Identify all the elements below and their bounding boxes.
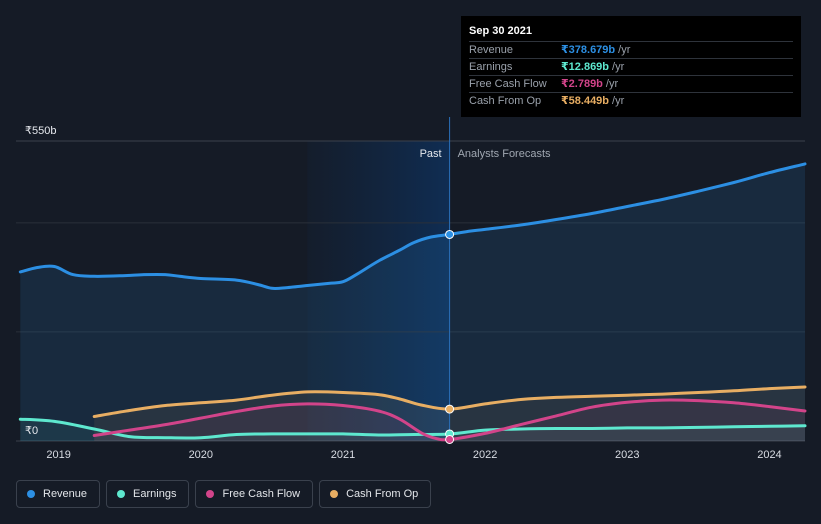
tooltip-row-label: Free Cash Flow xyxy=(469,78,547,90)
legend-item-revenue[interactable]: Revenue xyxy=(16,480,101,508)
x-tick-label: 2020 xyxy=(189,449,213,461)
tooltip-row-revenue: Revenue ₹378.679b/yr xyxy=(469,41,793,58)
legend-dot-icon xyxy=(27,490,35,498)
tooltip-row-value: ₹58.449b xyxy=(561,95,610,107)
past-label: Past xyxy=(420,148,442,160)
tooltip-row-free-cash-flow: Free Cash Flow ₹2.789b/yr xyxy=(469,75,793,92)
tooltip: Sep 30 2021 Revenue ₹378.679b/yr Earnings ₹… xyxy=(461,16,801,117)
legend-label: Free Cash Flow xyxy=(222,488,301,500)
tooltip-row-label: Cash From Op xyxy=(469,95,542,107)
cash-from-op-line xyxy=(92,385,807,418)
revenue-area xyxy=(20,163,806,441)
x-tick-label: 2021 xyxy=(331,449,355,461)
tooltip-row-unit: /yr xyxy=(612,61,625,73)
x-tick-label: 2022 xyxy=(473,449,497,461)
earnings-area xyxy=(20,419,806,441)
y-tick-label: ₹550b xyxy=(25,125,56,137)
revenue-marker xyxy=(445,229,455,239)
earnings-line xyxy=(18,417,807,440)
legend-item-cash-from-op[interactable]: Cash From Op xyxy=(319,480,432,508)
x-tick-label: 2019 xyxy=(46,449,70,461)
tooltip-row-unit: /yr xyxy=(605,78,619,90)
cash-from-op-marker xyxy=(445,404,455,414)
legend-dot-icon xyxy=(206,490,215,498)
free-cash-flow-marker xyxy=(445,434,455,444)
legend-label: Earnings xyxy=(133,488,177,500)
legend-label: Revenue xyxy=(43,488,88,500)
tooltip-row-unit: /yr xyxy=(618,44,631,56)
y-tick-label: ₹0 xyxy=(25,425,38,437)
legend: Revenue Earnings Free Cash Flow Cash From O… xyxy=(16,480,432,508)
tooltip-row-label: Revenue xyxy=(469,44,514,56)
revenue-line xyxy=(18,162,807,290)
free-cash-flow-line xyxy=(92,398,807,442)
tooltip-row-value: ₹2.789b xyxy=(561,78,603,90)
tooltip-row-value: ₹12.869b xyxy=(561,61,610,73)
legend-dot-icon xyxy=(117,490,126,498)
x-tick-label: 2024 xyxy=(757,449,781,461)
legend-dot-icon xyxy=(330,490,339,498)
tooltip-row-earnings: Earnings ₹12.869b/yr xyxy=(469,58,793,75)
tooltip-date: Sep 30 2021 xyxy=(469,25,532,37)
tooltip-row-label: Earnings xyxy=(469,61,513,73)
legend-label: Cash From Op xyxy=(346,488,419,500)
tooltip-row-value: ₹378.679b xyxy=(561,44,616,56)
free-cash-flow-area xyxy=(94,399,805,441)
tooltip-row-cash-from-op: Cash From Op ₹58.449b/yr xyxy=(469,92,793,109)
x-tick-label: 2023 xyxy=(615,449,639,461)
legend-item-free-cash-flow[interactable]: Free Cash Flow xyxy=(195,480,314,508)
tooltip-row-unit: /yr xyxy=(612,95,625,107)
forecast-label: Analysts Forecasts xyxy=(458,148,551,160)
legend-item-earnings[interactable]: Earnings xyxy=(106,480,190,508)
